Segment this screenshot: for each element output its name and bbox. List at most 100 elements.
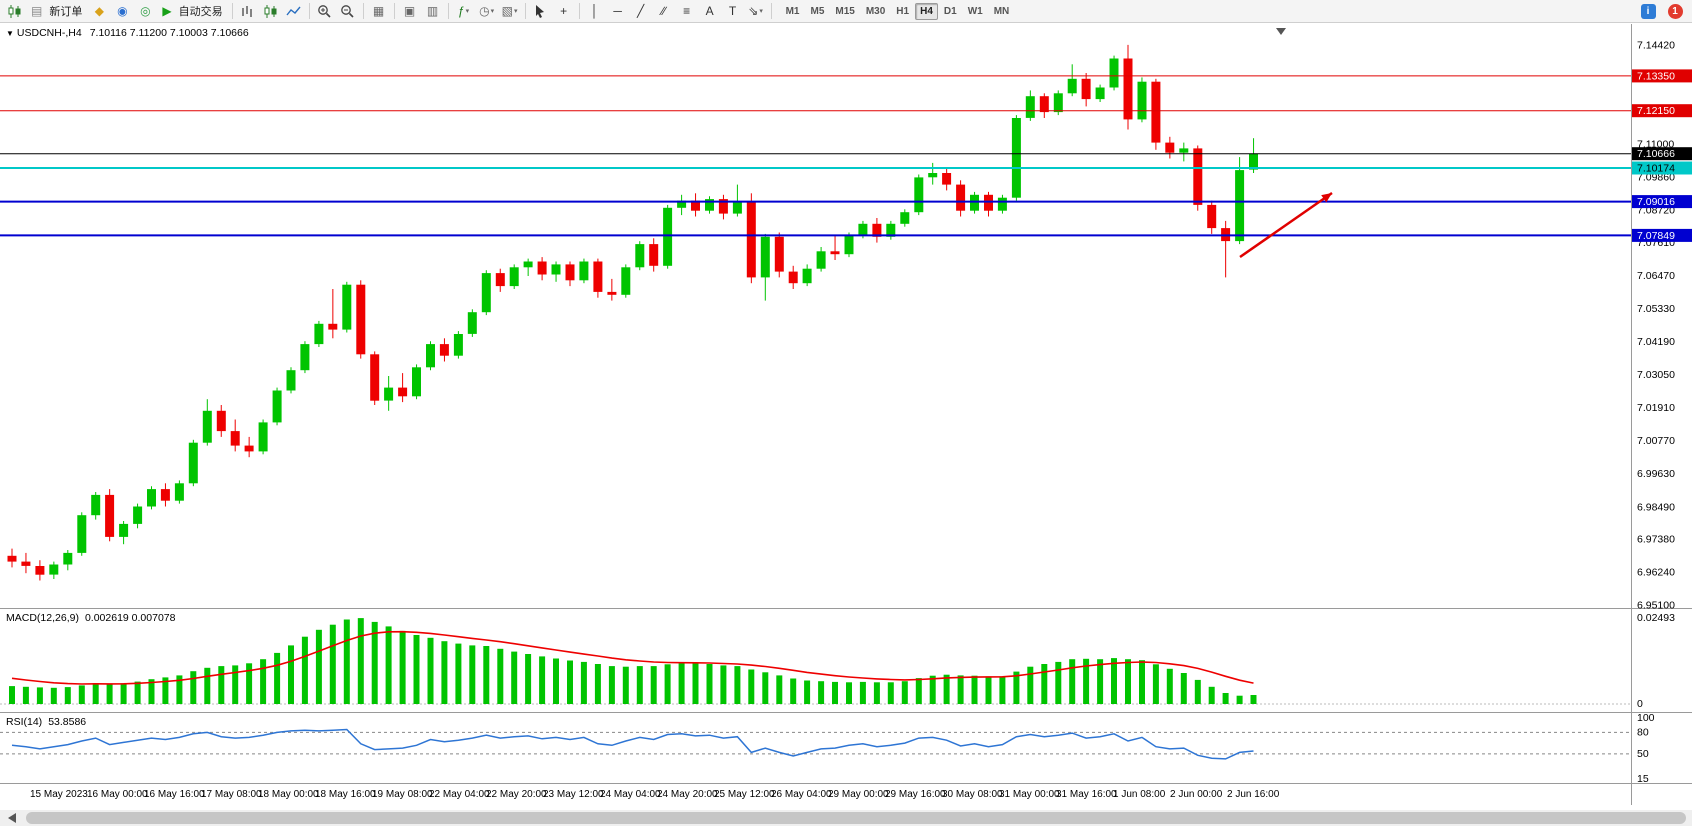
candle-body[interactable] bbox=[718, 199, 728, 214]
candle-body[interactable] bbox=[91, 494, 101, 516]
candle-body[interactable] bbox=[453, 334, 463, 356]
candle-body[interactable] bbox=[426, 344, 435, 368]
candle-body[interactable] bbox=[900, 212, 910, 224]
candle-body[interactable] bbox=[160, 489, 170, 501]
h-scrollbar-handle[interactable] bbox=[26, 812, 1686, 824]
timeframe-h1-button[interactable]: H1 bbox=[896, 5, 910, 17]
candle-body[interactable] bbox=[774, 236, 784, 272]
autotrade-button[interactable]: ▶ 自动交易 bbox=[157, 2, 227, 21]
candle-body[interactable] bbox=[858, 223, 868, 236]
candle-body[interactable] bbox=[286, 370, 296, 391]
candle-body[interactable] bbox=[537, 261, 547, 275]
candle-body[interactable] bbox=[77, 515, 87, 553]
candle-body[interactable] bbox=[788, 271, 798, 284]
timeframe-m30-button[interactable]: M30 bbox=[865, 5, 886, 17]
timeframe-m1-button[interactable]: M1 bbox=[785, 5, 800, 17]
candle-body[interactable] bbox=[1039, 96, 1049, 113]
new-chart-button[interactable] bbox=[3, 2, 25, 21]
zoom-out-icon[interactable] bbox=[337, 2, 359, 21]
candle-body[interactable] bbox=[746, 202, 756, 278]
candle-body[interactable] bbox=[216, 410, 226, 432]
candle-body[interactable] bbox=[509, 267, 519, 287]
candle-body[interactable] bbox=[1081, 78, 1091, 100]
notifications-button[interactable]: 1 bbox=[1664, 2, 1686, 21]
candle-body[interactable] bbox=[565, 264, 575, 281]
tile-windows-icon[interactable]: ▦ bbox=[368, 2, 390, 21]
candle-body[interactable] bbox=[314, 323, 324, 345]
candle-body[interactable] bbox=[970, 194, 979, 211]
candle-body[interactable] bbox=[928, 173, 938, 178]
text-tool-button[interactable]: A bbox=[699, 2, 721, 21]
candle-body[interactable] bbox=[119, 523, 129, 537]
candle-body[interactable] bbox=[551, 264, 561, 275]
timeframe-w1-button[interactable]: W1 bbox=[967, 5, 983, 17]
candle-body[interactable] bbox=[886, 223, 896, 237]
periods-button[interactable]: ◷ ▾ bbox=[476, 2, 498, 21]
candle-body[interactable] bbox=[188, 442, 198, 484]
candle-body[interactable] bbox=[147, 489, 156, 507]
candle-body[interactable] bbox=[49, 564, 59, 575]
vertical-line-tool-button[interactable]: │ bbox=[584, 2, 606, 21]
candle-body[interactable] bbox=[1165, 142, 1175, 153]
candle-body[interactable] bbox=[384, 387, 394, 401]
candle-body[interactable] bbox=[593, 261, 603, 292]
candle-body[interactable] bbox=[467, 312, 477, 334]
bar-chart-icon[interactable] bbox=[237, 2, 259, 21]
candle-body[interactable] bbox=[230, 431, 240, 446]
candle-body[interactable] bbox=[1067, 78, 1077, 94]
crosshair-tool-button[interactable]: + bbox=[553, 2, 575, 21]
timeframe-mn-button[interactable]: MN bbox=[993, 5, 1010, 17]
candle-body[interactable] bbox=[1193, 148, 1203, 205]
candle-body[interactable] bbox=[691, 200, 700, 211]
cascade-windows-icon[interactable]: ▣ bbox=[399, 2, 421, 21]
candle-body[interactable] bbox=[621, 267, 631, 295]
new-order-button[interactable]: ▤ 新订单 bbox=[26, 2, 87, 21]
candle-body[interactable] bbox=[523, 261, 533, 268]
market-watch-icon[interactable]: ◆ bbox=[88, 2, 110, 21]
scroll-left-icon[interactable] bbox=[8, 813, 16, 823]
channel-tool-button[interactable]: ∕∕ bbox=[653, 2, 675, 21]
candle-body[interactable] bbox=[35, 566, 45, 575]
candle-body[interactable] bbox=[663, 207, 673, 266]
candle-body[interactable] bbox=[342, 284, 352, 330]
timeframe-h4-button[interactable]: H4 bbox=[915, 2, 938, 20]
candle-body[interactable] bbox=[63, 552, 73, 565]
community-chat-button[interactable]: i bbox=[1637, 2, 1659, 21]
candle-body[interactable] bbox=[649, 244, 659, 266]
candle-body[interactable] bbox=[1137, 81, 1147, 120]
candle-body[interactable] bbox=[1235, 170, 1245, 242]
candle-body[interactable] bbox=[705, 199, 714, 211]
candle-body[interactable] bbox=[1025, 96, 1035, 118]
candle-body[interactable] bbox=[607, 291, 617, 295]
candlestick-chart-icon[interactable] bbox=[260, 2, 282, 21]
candle-body[interactable] bbox=[997, 197, 1007, 211]
fibonacci-tool-button[interactable]: ≡ bbox=[676, 2, 698, 21]
candle-body[interactable] bbox=[1095, 87, 1105, 100]
candle-body[interactable] bbox=[356, 284, 366, 355]
timeframe-m5-button[interactable]: M5 bbox=[810, 5, 825, 17]
candle-body[interactable] bbox=[1249, 153, 1258, 170]
one-click-trading-toggle-icon[interactable]: ▼ bbox=[6, 29, 14, 38]
candle-body[interactable] bbox=[481, 273, 491, 313]
horizontal-line-tool-button[interactable]: ─ bbox=[607, 2, 629, 21]
arrange-windows-icon[interactable]: ▥ bbox=[422, 2, 444, 21]
candle-body[interactable] bbox=[1053, 93, 1063, 113]
candle-body[interactable] bbox=[7, 555, 17, 562]
candle-body[interactable] bbox=[635, 244, 645, 268]
candle-body[interactable] bbox=[370, 354, 380, 401]
candle-body[interactable] bbox=[1011, 118, 1021, 198]
candle-body[interactable] bbox=[439, 344, 449, 356]
candle-body[interactable] bbox=[802, 268, 812, 284]
candle-body[interactable] bbox=[760, 236, 770, 278]
line-chart-icon[interactable] bbox=[283, 2, 305, 21]
candle-body[interactable] bbox=[244, 445, 254, 452]
timeframe-d1-button[interactable]: D1 bbox=[943, 5, 957, 17]
candle-body[interactable] bbox=[942, 173, 952, 185]
candle-body[interactable] bbox=[1207, 204, 1217, 229]
candle-body[interactable] bbox=[412, 367, 421, 397]
candle-body[interactable] bbox=[1151, 81, 1161, 143]
candle-body[interactable] bbox=[830, 251, 840, 255]
zoom-in-icon[interactable] bbox=[314, 2, 336, 21]
candle-body[interactable] bbox=[579, 261, 589, 281]
